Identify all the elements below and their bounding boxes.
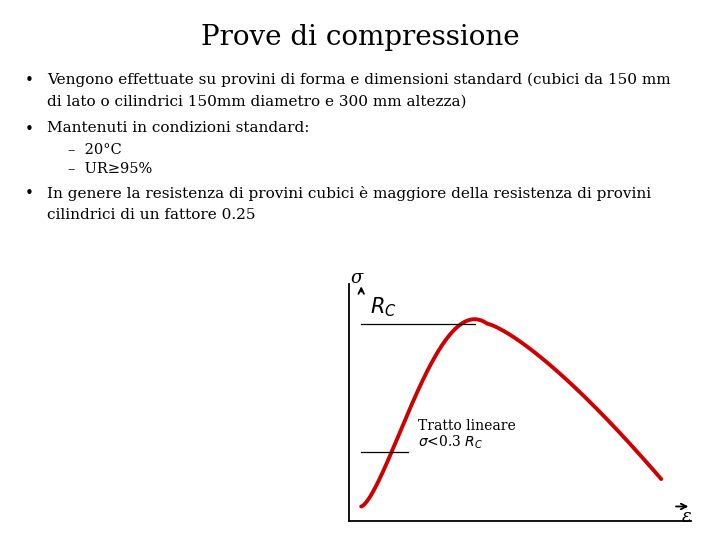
Text: •: •	[25, 122, 34, 137]
Text: di lato o cilindrici 150mm diametro e 300 mm altezza): di lato o cilindrici 150mm diametro e 30…	[47, 94, 467, 109]
Text: Vengono effettuate su provini di forma e dimensioni standard (cubici da 150 mm: Vengono effettuate su provini di forma e…	[47, 73, 670, 87]
Text: In genere la resistenza di provini cubici è maggiore della resistenza di provini: In genere la resistenza di provini cubic…	[47, 186, 651, 201]
Text: Prove di compressione: Prove di compressione	[201, 24, 519, 51]
Text: $\sigma$<0.3 $R_C$: $\sigma$<0.3 $R_C$	[418, 434, 484, 451]
Text: ε: ε	[682, 509, 691, 526]
Text: –  UR≥95%: – UR≥95%	[68, 162, 153, 176]
Text: Mantenuti in condizioni standard:: Mantenuti in condizioni standard:	[47, 122, 310, 136]
Text: Tratto lineare: Tratto lineare	[418, 418, 516, 433]
Text: –  20°C: – 20°C	[68, 143, 122, 157]
Text: $R_C$: $R_C$	[370, 295, 397, 319]
Text: •: •	[25, 73, 34, 88]
Text: σ: σ	[351, 269, 363, 287]
Text: cilindrici di un fattore 0.25: cilindrici di un fattore 0.25	[47, 208, 256, 222]
Text: •: •	[25, 186, 34, 201]
